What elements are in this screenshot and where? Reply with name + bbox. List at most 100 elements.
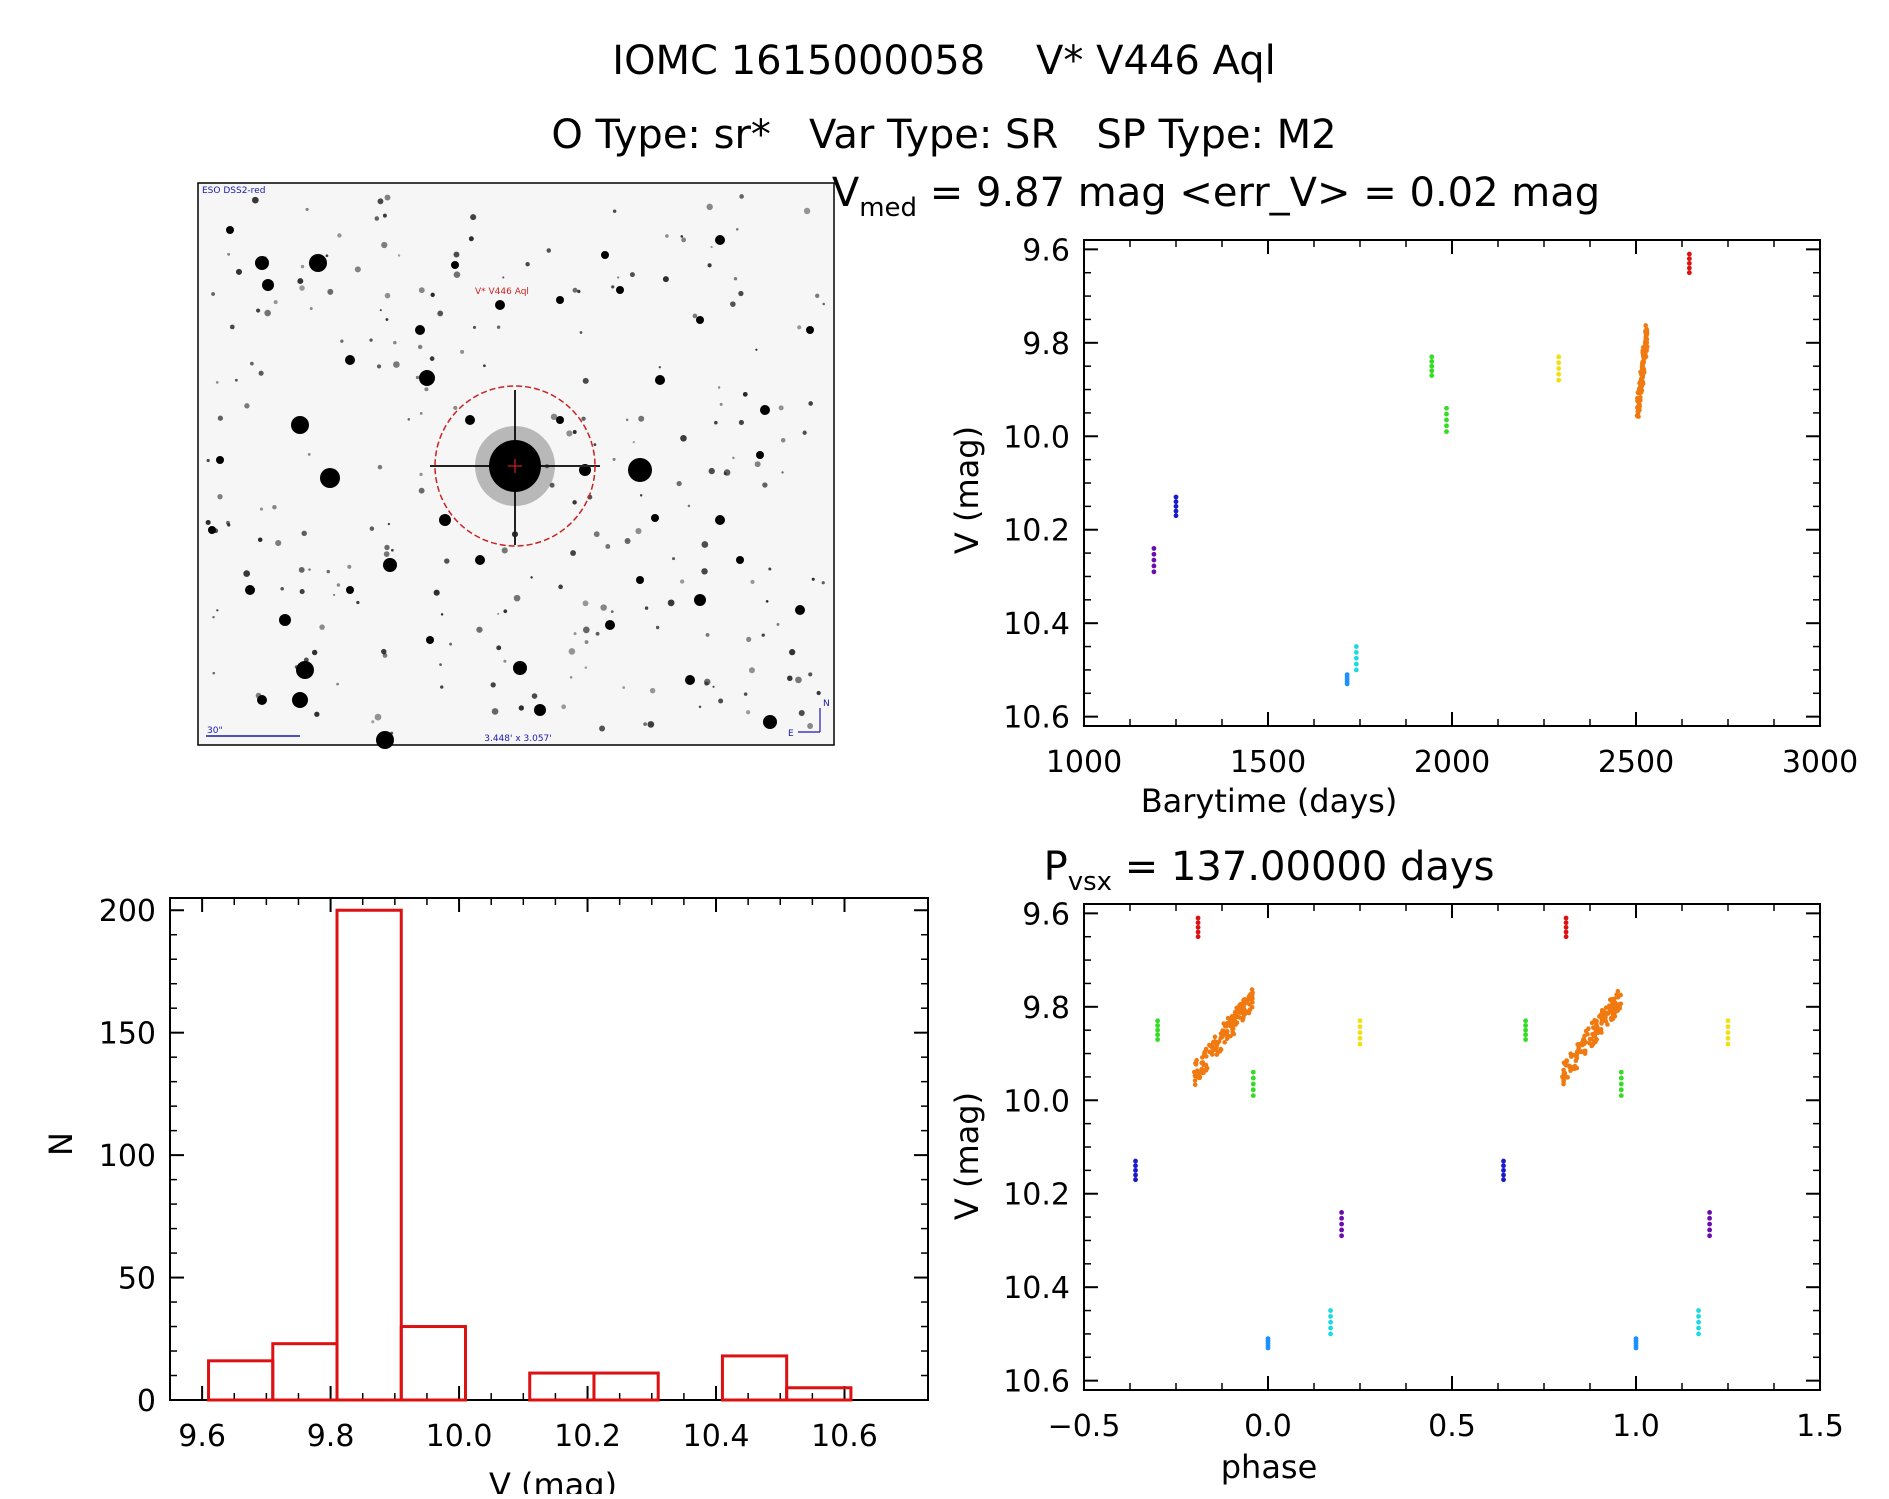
phased-curve-point: [1222, 1039, 1227, 1045]
finder-star: [212, 615, 215, 619]
finder-star: [227, 523, 231, 527]
light-curve-xtick-label: 1000: [1046, 745, 1122, 780]
light-curve-point: [1151, 557, 1157, 563]
light-curve-point: [1639, 367, 1645, 372]
histogram-frame: [169, 897, 929, 1401]
light-curve-point: [1643, 333, 1649, 339]
phased-curve-point: [1249, 987, 1255, 992]
phased-curve-point: [1725, 1041, 1731, 1047]
finder-star: [320, 468, 340, 488]
light-curve-xtick-label: 1500: [1230, 745, 1306, 780]
finder-star: [708, 467, 715, 475]
finder-star: [279, 614, 291, 626]
finder-star: [822, 302, 825, 306]
finder-star: [662, 276, 669, 283]
finder-star: [390, 548, 394, 552]
finder-star: [475, 555, 485, 565]
phased-curve-point: [1204, 1054, 1209, 1059]
phased-curve-point: [1328, 1308, 1333, 1313]
phased-curve-point: [1696, 1308, 1701, 1313]
finder-star: [215, 380, 219, 384]
finder-star: [495, 300, 505, 310]
phased-curve-point: [1357, 1024, 1363, 1030]
finder-star: [298, 566, 305, 573]
phased-curve-xlabel: phase: [1221, 1448, 1318, 1486]
finder-star: [503, 609, 508, 614]
finder-star: [612, 457, 616, 461]
finder-star: [756, 451, 764, 459]
finder-star: [326, 569, 331, 574]
phased-curve-point: [1230, 1026, 1235, 1032]
light-curve-xtick-label: 2000: [1414, 745, 1490, 780]
phased-curve-point: [1233, 1022, 1238, 1027]
finder-star: [381, 241, 388, 249]
finder-star: [433, 589, 440, 596]
finder-star: [325, 254, 329, 258]
finder-star: [251, 196, 259, 204]
finder-star: [816, 690, 821, 696]
light-curve-point: [1636, 414, 1641, 419]
phased-curve-ytick-label: 10.2: [1003, 1178, 1070, 1213]
phased-curve-point: [1241, 1004, 1246, 1010]
light-curve-ytick-label: 10.4: [1003, 607, 1070, 642]
phased-curve-point: [1523, 1018, 1528, 1024]
phased-curve-point: [1328, 1313, 1333, 1319]
finder-star: [354, 266, 361, 273]
light-curve-point: [1429, 363, 1435, 369]
light-curve-point: [1444, 411, 1449, 417]
finder-star: [496, 325, 501, 329]
finder-star: [733, 276, 738, 281]
phased-curve-point: [1195, 1075, 1201, 1080]
finder-star: [296, 661, 314, 679]
histogram-ytick-label: 200: [99, 894, 156, 929]
histogram-bar: [592, 1371, 660, 1402]
phased-curve-point: [1574, 1065, 1580, 1071]
light-curve-point: [1353, 649, 1359, 655]
finder-star: [638, 415, 645, 422]
phased-curve-plot: Pvsx = 137.00000 days −0.5 0.0 0.5 1.0 1.5 9.…: [948, 844, 1844, 1486]
finder-star: [476, 626, 483, 633]
finder-star: [235, 268, 242, 275]
phased-curve-point: [1133, 1158, 1138, 1164]
phased-curve-point: [1133, 1172, 1138, 1178]
finder-star: [600, 604, 607, 611]
finder-star: [681, 237, 687, 243]
finder-star: [206, 458, 210, 463]
compass-north-label: N: [823, 699, 830, 709]
phased-curve-point: [1247, 992, 1253, 998]
finder-star: [374, 713, 382, 721]
histogram-bar: [207, 1359, 275, 1402]
phased-curve-ytick-label: 10.0: [1003, 1084, 1070, 1119]
finder-star: [680, 434, 687, 442]
light-curve-point: [1643, 342, 1648, 348]
histogram-axes: 9.6 9.8 10.0 10.2 10.4 10.6 0 50 100 150 200: [99, 894, 929, 1454]
compass-east-label: E: [788, 729, 794, 739]
finder-star: [257, 695, 267, 705]
finder-star: [417, 344, 423, 350]
phased-curve-point: [1574, 1052, 1580, 1058]
finder-star: [558, 584, 563, 590]
light-curve-xtick-label: 3000: [1782, 745, 1858, 780]
phased-curve-point: [1155, 1018, 1160, 1024]
finder-star: [698, 705, 702, 709]
finder-star: [384, 194, 391, 201]
phased-curve-point: [1501, 1163, 1506, 1169]
finder-star: [658, 366, 661, 369]
finder-star: [717, 386, 721, 389]
light-curve-ytick-label: 10.2: [1003, 514, 1070, 549]
finder-star: [309, 307, 313, 311]
finder-star: [595, 631, 600, 636]
light-curve-point: [1638, 384, 1643, 389]
finder-star: [376, 731, 394, 749]
finder-star: [780, 438, 786, 443]
phased-curve-point: [1707, 1210, 1712, 1215]
phased-curve-point: [1707, 1221, 1712, 1227]
finder-star: [314, 711, 320, 717]
light-curve-point: [1173, 494, 1179, 500]
finder-star: [264, 309, 271, 317]
finder-star: [789, 649, 796, 656]
light-curve-ylabel: V (mag): [948, 426, 986, 554]
histogram-xtick-label: 10.2: [554, 1419, 621, 1454]
finder-star: [249, 361, 254, 366]
